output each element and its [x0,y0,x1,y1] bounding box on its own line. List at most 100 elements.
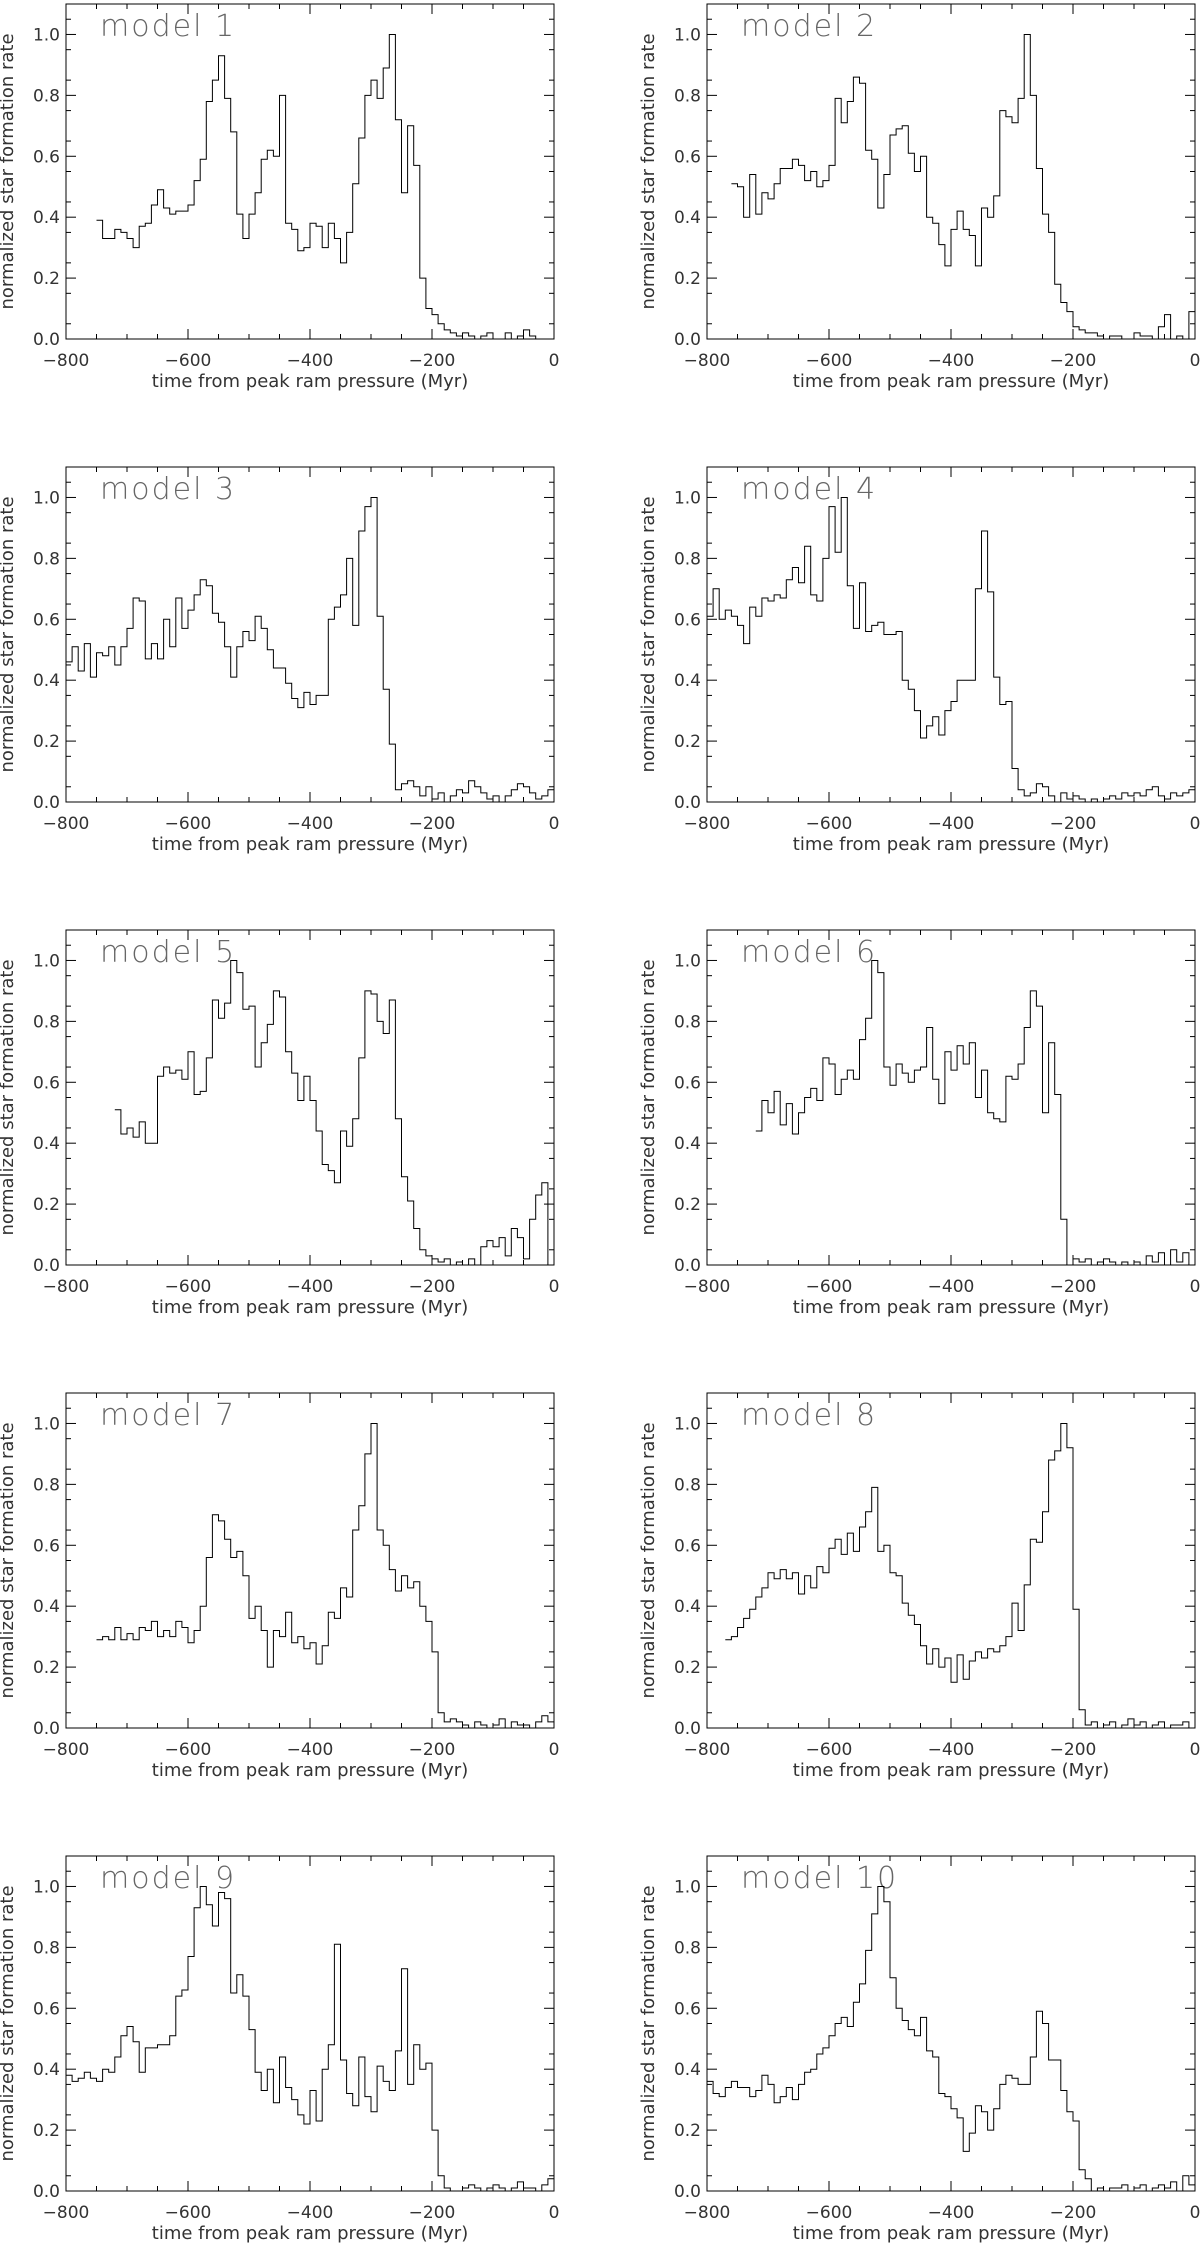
panel-title: model 1 [100,9,236,44]
plot-frame [65,3,555,340]
y-tick-label: 1.0 [674,488,701,508]
x-tick-label: −400 [928,2203,975,2223]
y-tick-label: 0.2 [33,2121,60,2141]
y-tick-label: 1.0 [33,25,60,45]
y-tick-label: 0.6 [674,610,701,630]
y-tick-label: 0.8 [33,1938,60,1958]
sfr-series-line [96,34,554,340]
y-tick-label: 0.2 [674,1195,701,1215]
x-tick-label: −600 [165,1277,212,1297]
panel-model-1: −800 −600 −400 −200 0 0.0 0.2 0.4 0.6 0.8 1.0 time … [0,3,560,392]
x-tick-label: 0 [1190,2203,1200,2223]
panel-title: model 3 [100,472,236,507]
x-tick-label: −600 [806,2203,853,2223]
x-tick-label: 0 [1190,1277,1200,1297]
panel-title: model 4 [741,472,877,507]
x-tick-label: 0 [549,351,560,371]
y-tick-label: 0.0 [674,793,701,813]
sfr-series-line [66,1886,554,2192]
y-tick-label: 0.6 [674,1999,701,2019]
y-tick-label: 0.2 [33,269,60,289]
x-tick-label: 0 [549,1740,560,1760]
y-tick-label: 0.8 [674,1012,701,1032]
x-tick-label: −400 [287,351,334,371]
y-axis-label: normalized star formation rate [0,1885,18,2161]
panel-model-4: −800 −600 −400 −200 0 0.0 0.2 0.4 0.6 0.8 1.0 time … [638,466,1200,855]
x-tick-label: −800 [43,351,90,371]
y-tick-label: 0.2 [674,1658,701,1678]
x-tick-label: −400 [287,814,334,834]
panel-model-3: −800 −600 −400 −200 0 0.0 0.2 0.4 0.6 0.8 1.0 time … [0,466,560,855]
y-tick-label: 0.6 [33,1536,60,1556]
y-tick-label: 1.0 [33,1414,60,1434]
y-axis-label: normalized star formation rate [0,33,18,309]
x-tick-label: −400 [928,351,975,371]
x-tick-label: 0 [549,814,560,834]
y-tick-label: 0.0 [674,2182,701,2202]
y-tick-label: 0.2 [33,1195,60,1215]
x-tick-label: −800 [684,1277,731,1297]
y-tick-label: 0.2 [674,2121,701,2141]
x-tick-label: −400 [928,1740,975,1760]
y-tick-label: 0.0 [674,330,701,350]
y-tick-label: 1.0 [33,488,60,508]
y-tick-label: 0.4 [33,2060,60,2080]
y-tick-label: 0.6 [33,610,60,630]
x-axis-label: time from peak ram pressure (Myr) [152,371,468,392]
x-tick-label: −400 [287,2203,334,2223]
y-tick-label: 0.4 [33,1597,60,1617]
x-tick-label: −800 [43,814,90,834]
x-tick-label: −800 [43,1740,90,1760]
y-tick-label: 0.6 [674,1073,701,1093]
x-tick-label: −400 [928,814,975,834]
y-axis-label: normalized star formation rate [0,1422,18,1698]
y-tick-label: 0.4 [33,1134,60,1154]
plot-frame [65,1855,555,2192]
y-tick-label: 0.6 [674,147,701,167]
y-tick-label: 0.4 [674,2060,701,2080]
y-axis-label: normalized star formation rate [638,33,659,309]
y-tick-label: 0.8 [33,1012,60,1032]
y-tick-label: 0.8 [33,1475,60,1495]
y-axis-label: normalized star formation rate [0,959,18,1235]
sfr-series-line [707,1886,1195,2192]
y-tick-label: 0.8 [674,1938,701,1958]
y-tick-label: 1.0 [33,951,60,971]
y-tick-label: 0.0 [33,330,60,350]
y-tick-label: 0.4 [674,671,701,691]
panel-title: model 6 [741,935,877,970]
x-axis-label: time from peak ram pressure (Myr) [152,1297,468,1318]
y-tick-label: 0.0 [33,1719,60,1739]
y-tick-label: 0.4 [33,671,60,691]
x-tick-label: 0 [1190,814,1200,834]
x-axis-label: time from peak ram pressure (Myr) [793,1297,1109,1318]
y-tick-label: 0.6 [33,1999,60,2019]
y-tick-label: 0.8 [674,549,701,569]
x-tick-label: −400 [287,1277,334,1297]
y-tick-label: 0.6 [33,1073,60,1093]
x-tick-label: −200 [409,814,456,834]
x-tick-label: −600 [165,1740,212,1760]
x-axis-label: time from peak ram pressure (Myr) [793,1760,1109,1781]
x-tick-label: −200 [409,1740,456,1760]
sfr-series-line [96,1423,554,1729]
x-axis-label: time from peak ram pressure (Myr) [152,834,468,855]
y-tick-label: 0.8 [674,86,701,106]
x-tick-label: −200 [1050,2203,1097,2223]
panel-title: model 9 [100,1861,236,1896]
y-axis-label: normalized star formation rate [638,496,659,772]
x-tick-label: −800 [684,351,731,371]
sfr-series-line [755,960,1195,1266]
x-axis-label: time from peak ram pressure (Myr) [793,371,1109,392]
x-axis-label: time from peak ram pressure (Myr) [793,834,1109,855]
x-axis-label: time from peak ram pressure (Myr) [793,2223,1109,2244]
x-tick-label: −600 [806,1740,853,1760]
y-axis-label: normalized star formation rate [0,496,18,772]
y-tick-label: 0.2 [33,1658,60,1678]
y-axis-label: normalized star formation rate [638,1885,659,2161]
x-tick-label: −800 [43,2203,90,2223]
panel-title: model 2 [741,9,877,44]
y-tick-label: 0.2 [674,269,701,289]
x-tick-label: −800 [43,1277,90,1297]
